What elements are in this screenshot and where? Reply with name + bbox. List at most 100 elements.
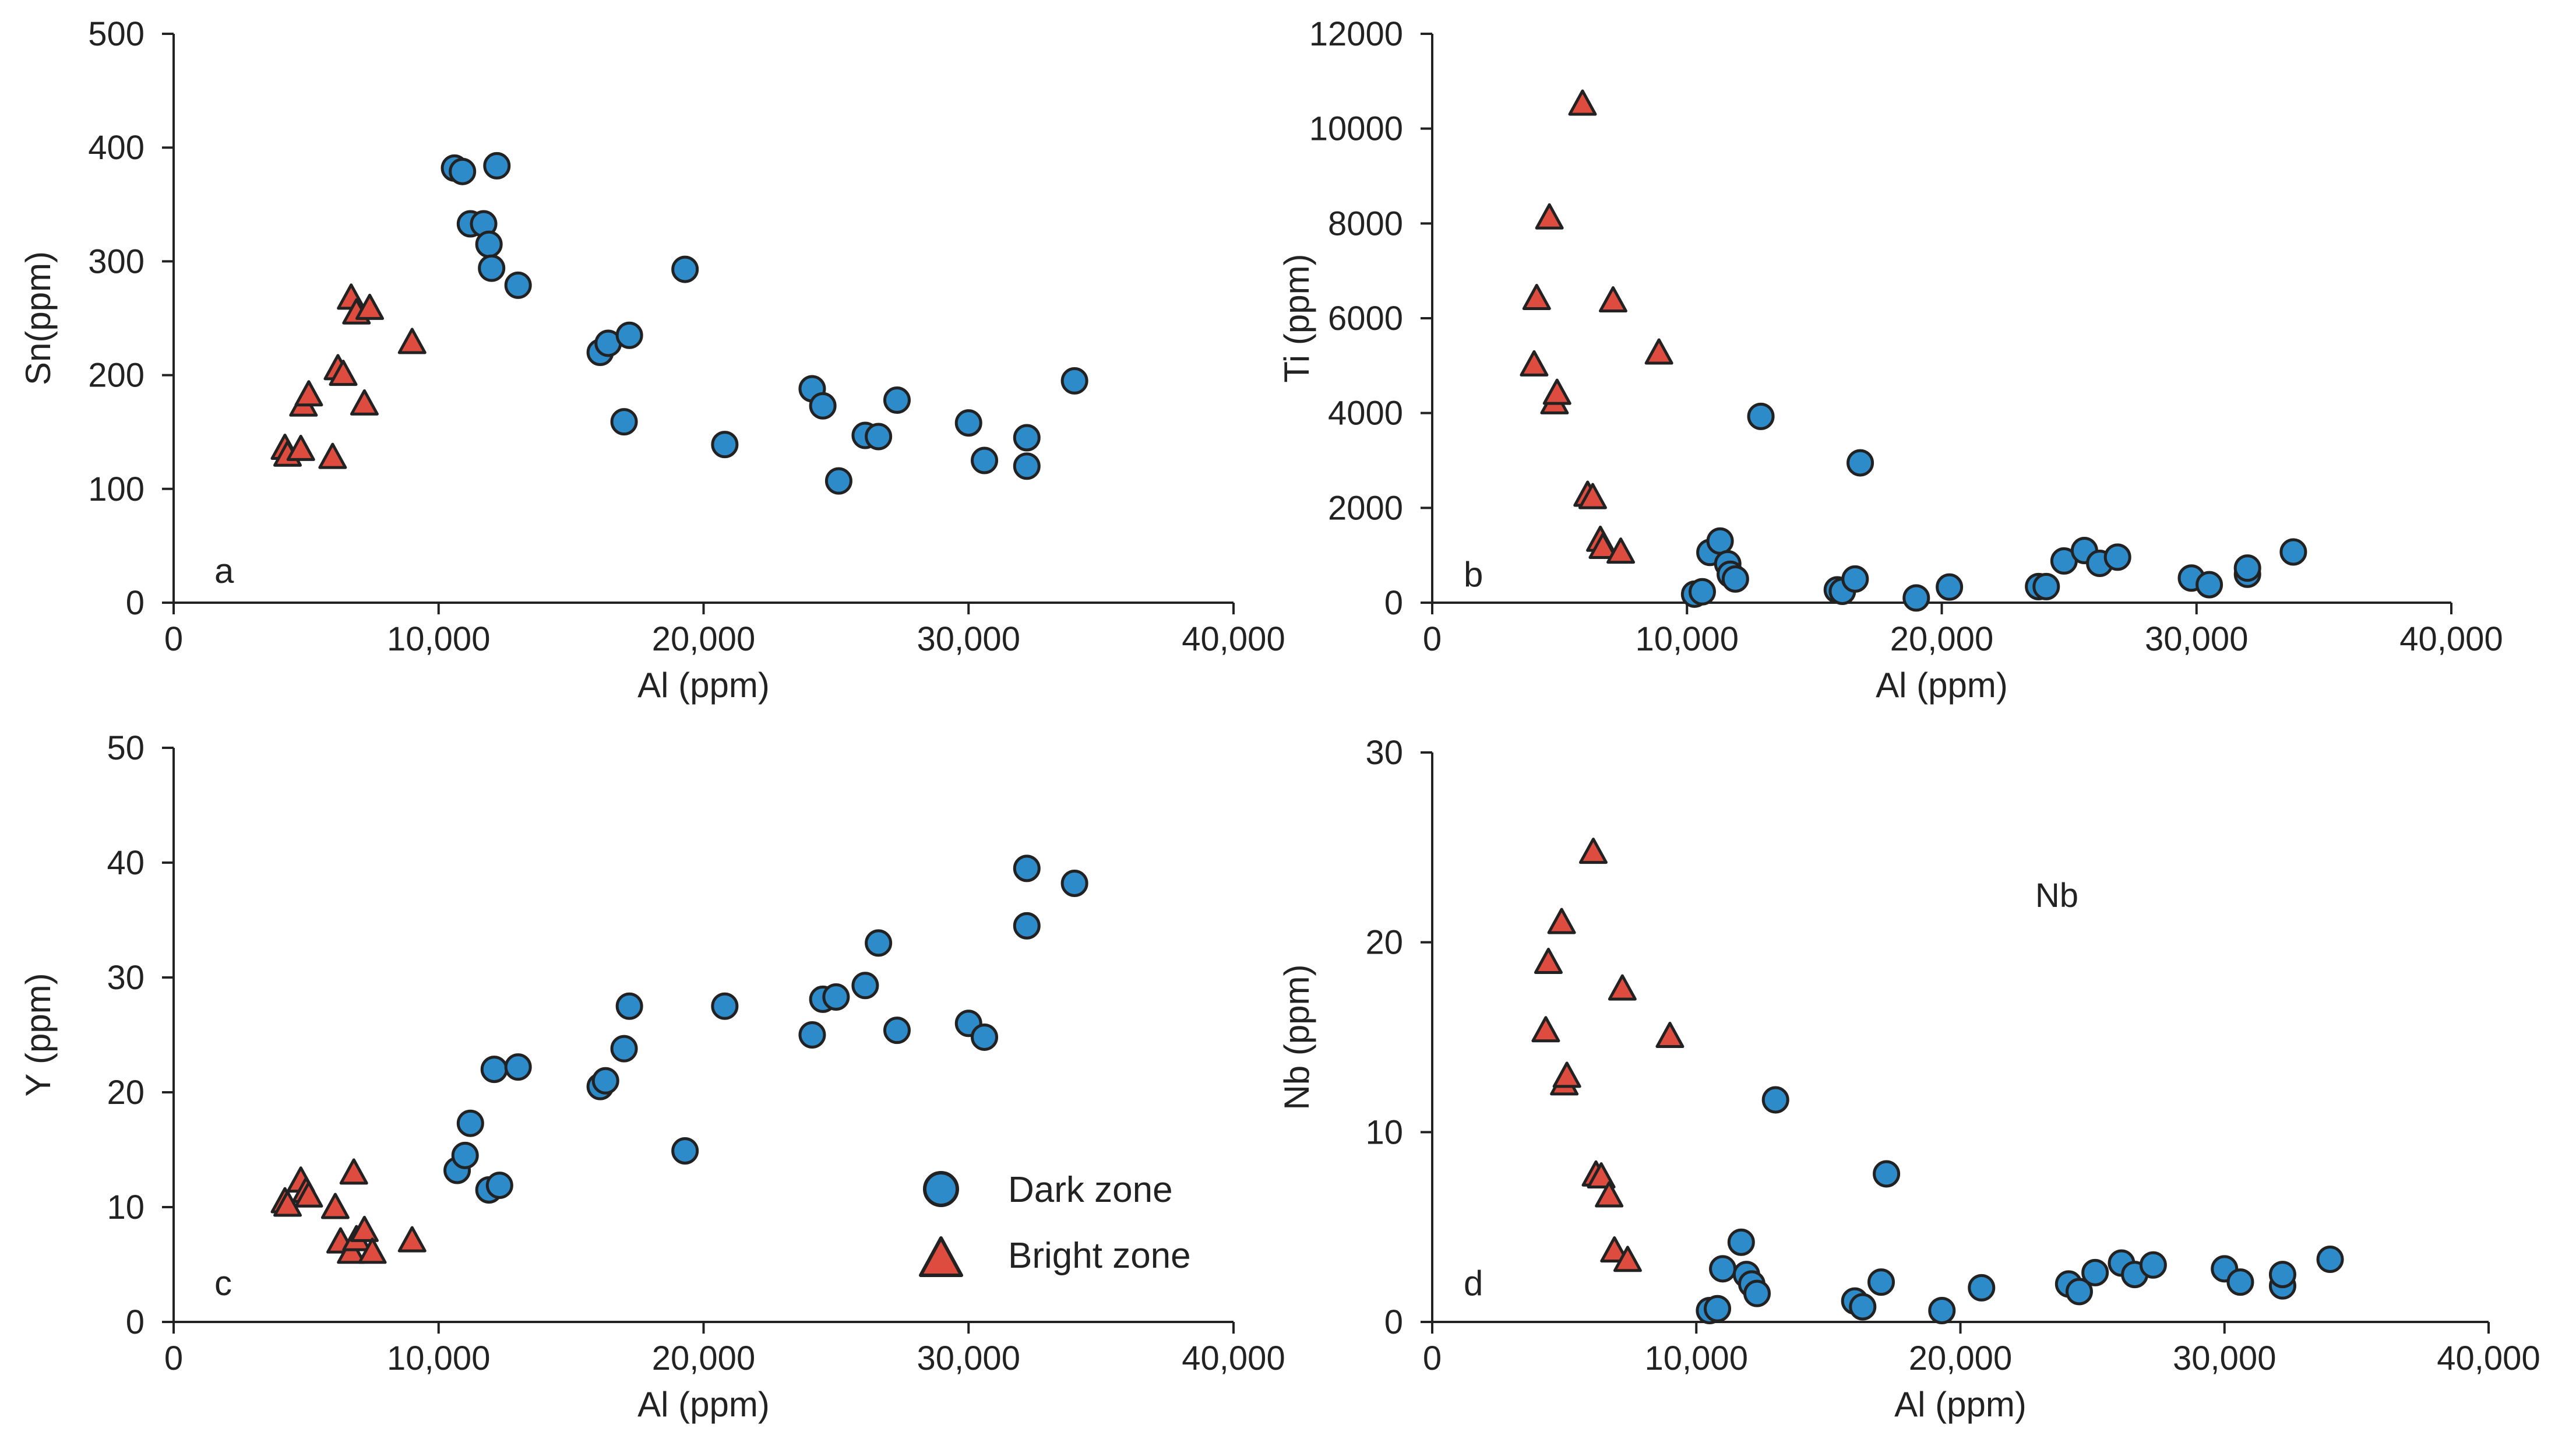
bright-zone-point-d (1552, 1061, 1581, 1088)
dark-zone-point-b (1841, 565, 1869, 593)
bright-zone-point-c (339, 1158, 368, 1185)
legend-dark-zone-marker (923, 1171, 959, 1207)
dark-zone-point-c (504, 1053, 532, 1081)
bright-zone-point-a (397, 328, 427, 354)
bright-zone-point-d (1655, 1022, 1685, 1048)
y-tick-label-c: 20 (107, 1074, 145, 1112)
dark-zone-point-a (478, 254, 506, 282)
dark-zone-point-c (671, 1137, 699, 1165)
dark-zone-point-d (1727, 1228, 1755, 1256)
y-tick-label-d: 10 (1365, 1113, 1403, 1151)
panel-letter-b: b (1464, 555, 1483, 594)
x-tick-label-d: 20,000 (1909, 1339, 2012, 1377)
x-tick-label-c: 20,000 (652, 1339, 755, 1377)
dark-zone-point-d (1968, 1274, 1996, 1302)
dark-zone-point-c (883, 1017, 911, 1044)
dark-zone-point-c (851, 972, 879, 1000)
dark-zone-point-c (1013, 854, 1041, 882)
y-tick-label-b: 4000 (1328, 395, 1403, 432)
dark-zone-point-c (798, 1021, 826, 1049)
dark-zone-point-d (1709, 1255, 1737, 1283)
dark-zone-point-a (883, 386, 911, 414)
dark-zone-point-d (1867, 1268, 1895, 1296)
dark-zone-point-b (1706, 527, 1734, 555)
dark-zone-point-a (865, 423, 893, 451)
y-tick-label-c: 30 (107, 959, 145, 997)
y-tick-label-b: 12000 (1309, 15, 1403, 53)
dark-zone-point-a (1013, 452, 1041, 480)
dark-zone-point-b (2196, 571, 2223, 599)
bright-zone-point-d (1608, 974, 1637, 1001)
dark-zone-point-b (1902, 584, 1930, 612)
dark-zone-point-c (822, 983, 850, 1011)
y-tick-label-a: 400 (88, 129, 145, 167)
dark-zone-point-a (483, 152, 511, 180)
bright-zone-point-c (350, 1215, 379, 1242)
bright-zone-point-a (294, 380, 323, 407)
dark-zone-point-c (1060, 869, 1088, 897)
panel-letter-c: c (214, 1264, 232, 1303)
x-tick-label-d: 10,000 (1645, 1339, 1748, 1377)
y-axis-title-a: Sn(ppm) (19, 251, 58, 385)
x-tick-label-a: 40,000 (1182, 620, 1285, 658)
x-axis-title-b: Al (ppm) (1876, 666, 2008, 705)
bright-zone-point-c (294, 1181, 323, 1208)
dark-zone-point-c (610, 1035, 638, 1063)
y-tick-label-c: 0 (126, 1303, 145, 1341)
dark-zone-point-d (2081, 1258, 2109, 1286)
bright-zone-point-d (1587, 1162, 1616, 1188)
x-tick-label-c: 30,000 (917, 1339, 1020, 1377)
dark-zone-point-b (2032, 572, 2060, 600)
dark-zone-point-b (1721, 565, 1749, 593)
x-tick-label-c: 10,000 (387, 1339, 490, 1377)
legend-bright-zone-marker (919, 1236, 963, 1277)
dark-zone-point-b (2279, 538, 2307, 566)
bright-zone-point-c (320, 1193, 350, 1219)
panel-letter-a: a (214, 551, 234, 590)
x-tick-label-a: 10,000 (387, 620, 490, 658)
dark-zone-point-d (2316, 1246, 2344, 1274)
bright-zone-point-b (1542, 378, 1571, 405)
dark-zone-point-c (480, 1056, 508, 1084)
panel-b: 0 10,000 20,000 30,000 40,000 0 2000 4000 6000 80… (1277, 15, 2503, 705)
dark-zone-point-d (1704, 1295, 1732, 1323)
panel-d: 0 10,000 20,000 30,000 40,000 0 10 20 30 Al (ppm)… (1277, 734, 2540, 1424)
x-axis-title-d: Al (ppm) (1894, 1385, 2027, 1424)
legend-bright-zone-label: Bright zone (1008, 1236, 1191, 1276)
y-axis-title-b: Ti (ppm) (1277, 254, 1316, 382)
y-tick-label-b: 8000 (1328, 205, 1403, 242)
bright-zone-point-d (1595, 1181, 1624, 1208)
dark-zone-point-d (1849, 1293, 1877, 1321)
bright-zone-point-b (1644, 338, 1673, 365)
y-tick-label-a: 100 (88, 470, 145, 508)
dark-zone-point-c (451, 1141, 479, 1169)
dark-zone-point-d (1928, 1296, 1956, 1324)
y-tick-label-b: 2000 (1328, 489, 1403, 527)
bright-zone-point-d (1531, 1016, 1560, 1043)
panel-letter-d: d (1464, 1264, 1483, 1303)
bright-zone-point-d (1534, 947, 1563, 974)
dark-zone-point-a (671, 255, 699, 283)
x-tick-label-b: 40,000 (2399, 620, 2503, 658)
bright-zone-point-a (286, 434, 315, 461)
bright-zone-point-c (397, 1226, 427, 1253)
y-tick-label-a: 300 (88, 242, 145, 280)
bright-zone-point-b (1535, 203, 1564, 230)
x-tick-label-d: 30,000 (2173, 1339, 2276, 1377)
x-tick-label-a: 30,000 (917, 620, 1020, 658)
bright-zone-point-b (1522, 283, 1551, 310)
bright-zone-point-d (1613, 1246, 1642, 1272)
dark-zone-point-c (865, 929, 893, 957)
x-tick-label-d: 0 (1423, 1339, 1442, 1377)
x-tick-label-b: 0 (1423, 620, 1442, 658)
dark-zone-point-b (1846, 449, 1874, 477)
dark-zone-point-a (504, 271, 532, 299)
dark-zone-point-a (824, 467, 852, 495)
legend: Dark zone Bright zone (919, 1170, 1191, 1277)
dark-zone-point-a (475, 230, 503, 258)
x-tick-label-d: 40,000 (2437, 1339, 2540, 1377)
y-axis-title-c: Y (ppm) (19, 973, 58, 1096)
dark-zone-point-a (954, 409, 982, 437)
y-tick-label-d: 0 (1384, 1303, 1403, 1341)
bright-zone-point-b (1568, 89, 1597, 116)
